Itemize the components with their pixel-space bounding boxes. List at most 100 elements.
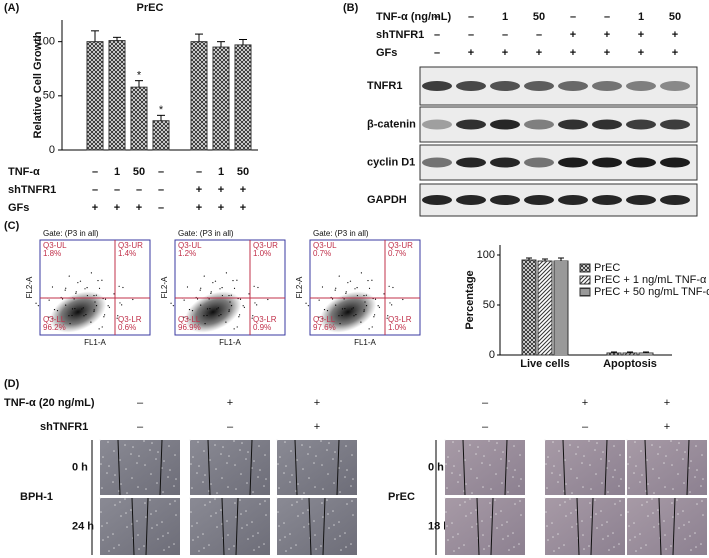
scatter-texture — [232, 279, 234, 282]
scatter-texture — [388, 285, 390, 287]
cell-texture — [114, 504, 116, 506]
cell-texture — [451, 522, 453, 524]
cell-texture — [628, 487, 630, 489]
gate-label: Gate: (P3 in all) — [178, 229, 234, 238]
cell-texture — [338, 467, 340, 469]
cell-texture — [588, 440, 590, 442]
scatter-texture — [355, 313, 357, 316]
cell-texture — [575, 509, 577, 511]
cell-texture — [608, 460, 610, 462]
micrograph — [100, 498, 180, 555]
cell-texture — [307, 453, 309, 455]
cell-texture — [252, 535, 254, 537]
bar — [622, 352, 638, 356]
cell-texture — [694, 476, 696, 478]
scatter-texture — [364, 301, 366, 303]
cell-line: BPH-1 — [20, 491, 53, 503]
time-label: 0 h — [428, 461, 444, 473]
cell-texture — [149, 499, 151, 501]
condition-value: + — [92, 202, 98, 214]
cell-texture — [483, 548, 485, 550]
scatter-texture — [65, 304, 67, 306]
scatter-texture — [186, 286, 189, 288]
scatter-texture — [103, 314, 106, 316]
cell-texture — [285, 550, 287, 552]
cell-texture — [322, 488, 324, 490]
cell-texture — [352, 478, 354, 480]
condition-name: GFs — [376, 47, 397, 59]
cell-texture — [264, 454, 266, 456]
cell-texture — [600, 510, 602, 512]
x-axis-label: FL1-A — [84, 338, 106, 347]
cell-texture — [458, 547, 460, 549]
scatter-texture — [220, 313, 222, 316]
cell-texture — [197, 536, 199, 538]
cell-texture — [695, 546, 697, 548]
scatter-texture — [371, 326, 373, 328]
cell-texture — [676, 449, 678, 451]
cell-texture — [640, 450, 642, 452]
cell-texture — [582, 534, 584, 536]
cell-texture — [639, 481, 641, 483]
cell-texture — [596, 527, 598, 529]
cell-texture — [457, 533, 459, 535]
cell-texture — [263, 485, 265, 487]
cell-texture — [546, 525, 548, 527]
cell-texture — [607, 535, 609, 537]
condition-name: shTNFR1 — [40, 421, 88, 433]
bar — [553, 260, 569, 356]
cell-texture — [700, 543, 702, 545]
scatter-cloud — [49, 291, 107, 333]
quadrant-name: Q3-UR — [253, 241, 278, 250]
cell-texture — [125, 468, 127, 470]
cell-texture — [264, 500, 266, 502]
condition-value: – — [434, 29, 440, 41]
blot-band — [490, 157, 520, 168]
cell-texture — [647, 515, 649, 517]
cell-texture — [297, 515, 299, 517]
scatter-texture — [187, 317, 189, 319]
cell-texture — [627, 511, 629, 513]
condition-value: + — [664, 421, 670, 433]
cell-texture — [459, 504, 461, 506]
condition-value: + — [468, 47, 474, 59]
scatter-texture — [95, 294, 97, 296]
cell-texture — [276, 497, 278, 499]
micrograph — [545, 440, 625, 495]
cell-texture — [156, 482, 158, 484]
cell-texture — [672, 488, 674, 490]
quadrant-name: Q3-LL — [313, 315, 336, 324]
scatter-texture — [371, 279, 373, 281]
cell-texture — [688, 521, 690, 523]
cell-texture — [227, 534, 229, 536]
scatter-texture — [48, 316, 50, 318]
condition-value: + — [570, 47, 576, 59]
scatter-texture — [347, 282, 349, 284]
cell-texture — [234, 464, 236, 466]
cell-texture — [302, 468, 304, 470]
scatter-texture — [93, 310, 95, 312]
cell-texture — [684, 451, 686, 453]
cell-texture — [106, 472, 108, 474]
condition-value: + — [314, 397, 320, 409]
cell-texture — [259, 469, 261, 471]
bar — [521, 259, 537, 356]
cell-texture — [210, 483, 212, 485]
scatter-texture — [225, 272, 227, 274]
cell-texture — [295, 544, 297, 546]
cell-texture — [518, 485, 520, 487]
cell-texture — [291, 504, 293, 506]
blot-band — [456, 157, 486, 168]
condition-value: 50 — [533, 11, 545, 23]
scatter-texture — [307, 305, 310, 307]
cell-texture — [169, 469, 171, 471]
cell-texture — [595, 473, 597, 475]
cell-texture — [167, 532, 169, 534]
scatter-texture — [183, 316, 185, 318]
blot-band — [626, 81, 656, 91]
cell-texture — [209, 501, 211, 503]
scatter-texture — [118, 285, 120, 287]
cell-texture — [303, 492, 305, 494]
scatter-texture — [341, 308, 344, 310]
cell-texture — [263, 543, 265, 545]
